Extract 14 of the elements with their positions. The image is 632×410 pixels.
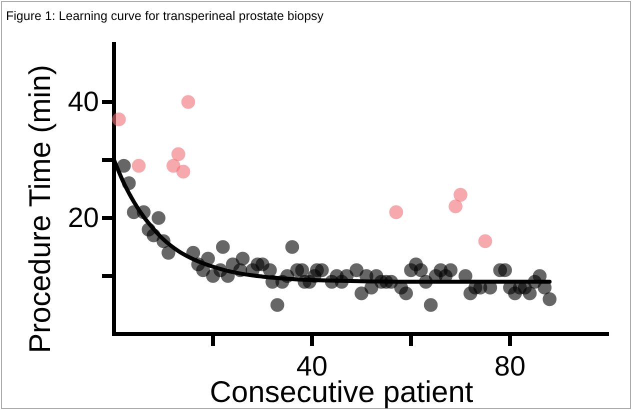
y-axis-title: Procedure Time (min) (24, 64, 57, 354)
point (389, 205, 404, 220)
point (448, 200, 462, 214)
point (478, 234, 492, 248)
y-tick-label: 20 (68, 202, 99, 233)
x-axis-title: Consecutive patient (210, 376, 474, 409)
point (112, 112, 126, 126)
chart-title: Figure 1: Learning curve for transperineal prostate biopsy (6, 9, 324, 23)
point (176, 164, 190, 178)
point (454, 188, 468, 202)
x-tick-label: 80 (494, 350, 526, 382)
point (181, 95, 196, 109)
point (132, 158, 146, 173)
point (171, 147, 186, 162)
